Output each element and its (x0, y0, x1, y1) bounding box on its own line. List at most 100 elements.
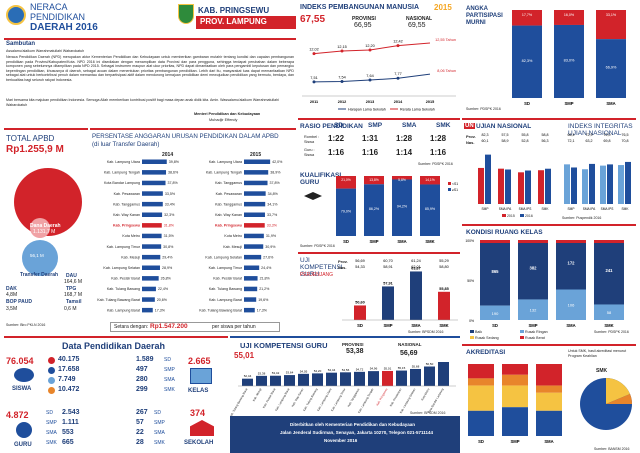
tutwuri-logo-icon (6, 5, 26, 25)
kualifikasi-bar-top (420, 176, 440, 185)
sekolah-label: SEKOLAH (184, 440, 214, 446)
ipm-prov-value: 66,95 (354, 22, 372, 29)
kualifikasi-legend1: <S1 (452, 182, 458, 186)
persentase-row-label: Kota Metro (122, 234, 140, 238)
iiun-bar-2015 (582, 169, 588, 204)
kualifikasi-top-value: 5,8% (398, 178, 406, 182)
siswa-row-icon (48, 357, 55, 364)
pringsewu-logo-icon (178, 4, 194, 24)
siswa-row-value: 10.472 (58, 386, 80, 393)
kondisi-bar-baik (594, 240, 624, 305)
kualifikasi-value: 85,9% (425, 207, 436, 211)
ipm-chart: 12,02 12,15 12,20 12,42 7,51 7,54 7,64 7,77 12,5… (302, 38, 456, 112)
ukg-title: UJI KOMPETENSI GURU (300, 257, 343, 278)
persentase-year-right: 2015 (250, 152, 262, 158)
ukg-daerah-prov-label: PROVINSI (342, 342, 364, 347)
iiun-bar-2015 (618, 165, 624, 204)
persentase-row-label: Kab. Pesisir Barat (111, 277, 140, 281)
sekolah-row-key: SD (154, 410, 161, 416)
ukg-bar (354, 305, 366, 320)
guru-row-value: 553 (62, 429, 74, 436)
ukg-daerah-bar (438, 362, 449, 386)
ipm-top-value: 12,15 (337, 45, 347, 49)
persentase-row-label: Kab. Way Kanan (113, 213, 140, 217)
rasio-col-header: SMP (368, 122, 383, 129)
rasio-row1-value: 1:28 (430, 134, 447, 143)
persentase-bar (244, 297, 257, 302)
iiun-nas-value: 72,1 (568, 139, 575, 143)
guru-row-value: 665 (62, 439, 74, 446)
persentase-row-label: Kab. Tulang Bawang Barat (199, 308, 242, 312)
persentase-row-label: Kab. Tulang Bawang Barat (97, 298, 140, 302)
un-source: Sumber: Puspendik 2016 (562, 216, 602, 220)
un-bar-2015 (498, 168, 504, 204)
ipm-point (312, 80, 316, 84)
apm-bar (596, 39, 626, 98)
guru-total: 4.872 (6, 410, 29, 420)
kondisi-col-label: SD (492, 323, 498, 328)
kelas-row-value: 299 (136, 386, 148, 393)
apbd-circles (14, 168, 82, 276)
akreditasi-col-label: SMP (510, 439, 519, 444)
persentase-row-value: 22,4% (158, 287, 169, 291)
persentase-bar (142, 201, 163, 207)
kelas-row-key: SMK (164, 387, 175, 393)
dana-daerah-value: 1.131,7 M (33, 229, 56, 235)
persentase-row-value: 21,8% (260, 277, 271, 281)
ukg-bar (410, 271, 422, 320)
tamsil-label: Tamsil (66, 299, 82, 305)
ipm-year-tick: 2014 (394, 100, 403, 104)
kualifikasi-panel: KUALIFIKASI GURU 21,0% 79,0% SD 13,8% 86,2% S… (298, 170, 460, 252)
header-title-line1: NERACA (30, 2, 68, 12)
persentase-bar (142, 244, 162, 249)
siswa-row-value: 17.658 (58, 366, 80, 373)
kondisi-rusak-value: 106 (568, 303, 575, 308)
kelas-row-value: 1.589 (136, 356, 154, 363)
ukg-daerah-bar (242, 378, 253, 386)
un-legend2015: 2015 (502, 214, 515, 218)
persentase-row-value: 30,8% (163, 245, 174, 249)
un-col-label: SMA IPA (499, 207, 512, 211)
akreditasi-note: Untuk SMK, hasil akreditasi menurut Prog… (568, 349, 627, 358)
iiun-bar-2016 (607, 164, 613, 204)
footer-line3: November 2016 (324, 438, 358, 443)
persentase-row-label: Kab. Lampung Selatan (103, 266, 140, 270)
persentase-title: PERSENTASE ANGGARAN URUSAN PENDIDIKAN DA… (92, 133, 279, 140)
persentase-row-value: 31,5% (164, 234, 175, 238)
kondisi-bar-berat (556, 240, 586, 243)
persentase-row-value: 37,8% (168, 181, 179, 185)
ipm-year-tick: 2012 (338, 100, 346, 104)
persentase-row-value: 26,8% (161, 277, 172, 281)
sambutan-p2: Mari bersama kita majukan pendidikan Ind… (6, 98, 279, 107)
siswa-total: 76.054 (6, 356, 34, 366)
persentase-row-value: 24,4% (261, 266, 272, 270)
apm-bar-top (554, 10, 584, 25)
header-prov: PROV. LAMPUNG (200, 17, 267, 26)
akreditasi-bar-segment (468, 378, 494, 386)
footer-band (230, 416, 460, 453)
guru-row-key: SMA (46, 430, 57, 436)
ukg-nas-value: 58,91 (383, 265, 393, 269)
persentase-row-label: Kab. Tanggamus (215, 202, 242, 206)
kondisi-y-tick: 0% (469, 319, 474, 323)
persentase-row-label: Kab. Lampung Utara (107, 160, 140, 164)
un-prov-value: 58,8 (542, 133, 549, 137)
dau-label: DAU (66, 273, 77, 279)
kualifikasi-bar-top (336, 176, 356, 189)
persentase-bar (142, 265, 160, 270)
ukg-bar-value: 57,91 (383, 281, 393, 285)
persentase-chart: Kab. Lampung Utara 39,8% Kab. Lampung Teng… (97, 159, 283, 313)
kondisi-legend-item: Rusak Berat (520, 336, 545, 340)
ukg-daerah-name: Kab. Lampung Timur (330, 387, 346, 412)
rasio-row2-value: 1:14 (396, 148, 413, 157)
sekolah-icon (190, 420, 214, 436)
ipm-legend1: Harapan Lama Sekolah (348, 108, 386, 112)
akreditasi-smk-pie (580, 378, 632, 430)
siswa-label: SISWA (12, 386, 32, 392)
bop-label: BOP PAUD (6, 299, 32, 305)
ukg-daerah-bar (396, 370, 407, 386)
persentase-row-value: 33,7% (267, 213, 278, 217)
kondisi-col-label: SMK (604, 323, 613, 328)
ukg-daerah-name: Kota Bandar Lampung (427, 387, 445, 414)
dak-label: DAK (6, 286, 17, 292)
